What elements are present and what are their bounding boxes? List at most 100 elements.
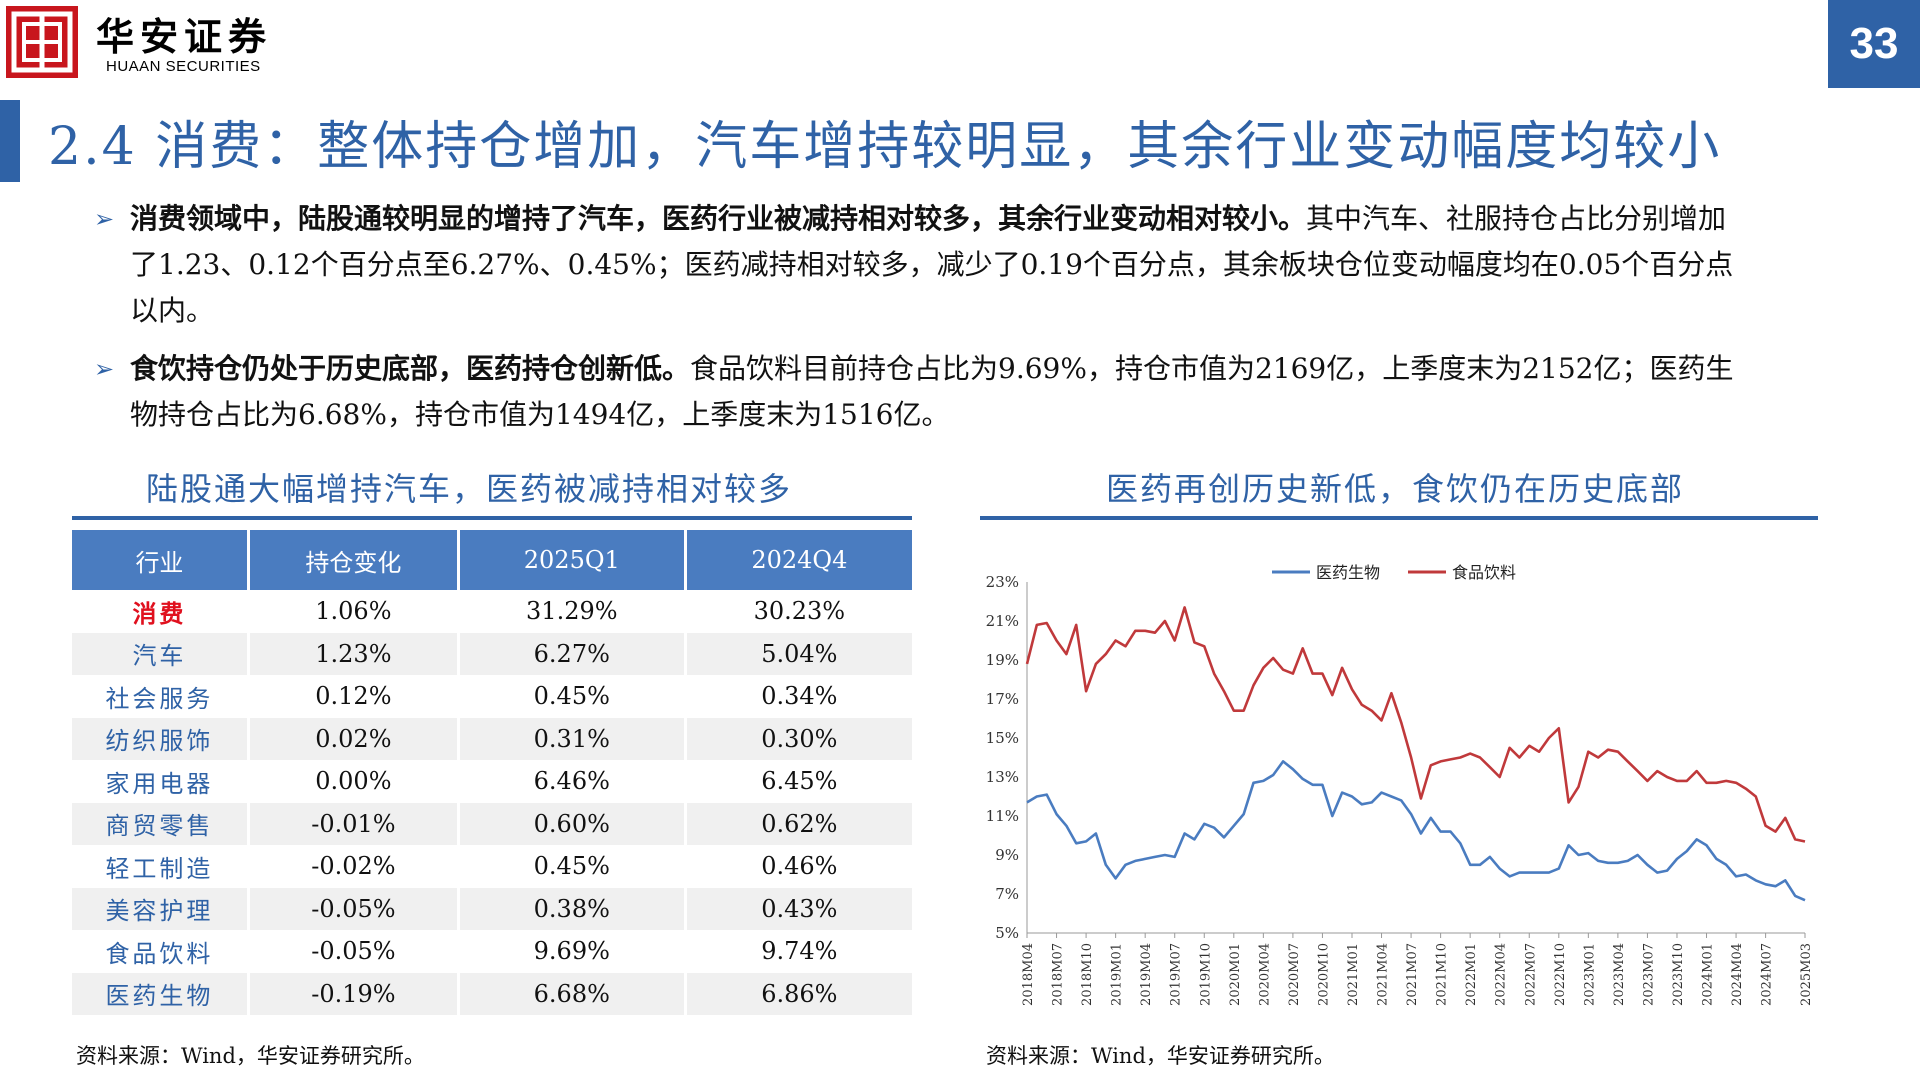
y-tick-label: 19% xyxy=(986,651,1019,669)
change-cell: 0.00% xyxy=(248,760,460,803)
x-tick-label: 2023M07 xyxy=(1641,943,1656,1006)
industry-cell: 医药生物 xyxy=(72,972,250,1015)
x-tick-label: 2021M10 xyxy=(1435,943,1450,1006)
company-logo xyxy=(6,6,78,78)
table-header-cell: 2024Q4 xyxy=(685,530,912,590)
x-tick-label: 2019M01 xyxy=(1110,943,1125,1006)
bullet-text: 食品饮料目前持仓占比为9.69%，持仓市值为2169亿，上季度末为2152亿；医… xyxy=(130,352,1734,431)
x-tick-label: 2021M04 xyxy=(1376,943,1391,1006)
table-header-cell: 2025Q1 xyxy=(458,530,687,590)
table-row: 汽车 1.23% 6.27% 5.04% xyxy=(72,632,912,675)
q4-cell: 0.30% xyxy=(685,717,912,760)
x-tick-label: 2019M10 xyxy=(1198,943,1213,1006)
chart-section-divider xyxy=(980,516,1818,520)
y-tick-label: 9% xyxy=(995,846,1019,864)
x-tick-label: 2018M04 xyxy=(1021,943,1036,1006)
change-cell: 1.06% xyxy=(248,590,460,633)
x-tick-label: 2022M10 xyxy=(1553,943,1568,1006)
chart-source-note: 资料来源：Wind，华安证券研究所。 xyxy=(986,1044,1335,1068)
holdings-table: 行业 持仓变化 2025Q1 2024Q4 消费 1.06% 31.29% 30… xyxy=(72,530,912,1015)
q4-cell: 9.74% xyxy=(761,937,838,966)
q4-cell: 5.04% xyxy=(685,632,912,675)
table-header-cell: 持仓变化 xyxy=(248,530,460,590)
industry-cell: 社会服务 xyxy=(72,675,250,718)
table-row: 家用电器 0.00% 6.46% 6.45% xyxy=(72,760,912,803)
brand-name-cn: 华安证券 xyxy=(96,14,273,59)
table-section-divider xyxy=(72,516,912,520)
brand-name-en: HUAAN SECURITIES xyxy=(106,58,261,75)
holding-line-chart: 23% 21% 19% 17% 15% 13% 11% 9% 7% 5%2018M04 2018M0… xyxy=(986,563,1814,1006)
q1-cell: 6.68% xyxy=(458,972,687,1015)
x-tick-label: 2018M10 xyxy=(1080,943,1095,1006)
y-tick-label: 17% xyxy=(986,690,1019,708)
q4-cell: 0.62% xyxy=(685,802,912,845)
q1-cell: 6.46% xyxy=(458,760,687,803)
change-cell: -0.02% xyxy=(248,845,460,888)
q4-cell: 0.46% xyxy=(761,852,838,881)
x-tick-label: 2019M04 xyxy=(1139,943,1154,1006)
q4-cell: 0.34% xyxy=(761,682,838,711)
change-cell: 0.12% xyxy=(248,675,460,718)
bullet-list: ➢ 消费领域中，陆股通较明显的增持了汽车，医药行业被减持相对较多，其余行业变动相… xyxy=(94,196,1754,450)
industry-cell: 纺织服饰 xyxy=(72,717,250,760)
title-accent-bar xyxy=(0,100,20,182)
y-tick-label: 11% xyxy=(986,807,1019,825)
x-tick-label: 2022M07 xyxy=(1523,943,1538,1006)
bullet-bold-text: 食饮持仓仍处于历史底部，医药持仓创新低。 xyxy=(130,352,691,385)
y-tick-label: 5% xyxy=(995,924,1019,942)
bullet-arrow-icon: ➢ xyxy=(94,355,115,383)
series-line-食品饮料 xyxy=(1025,606,1806,843)
x-tick-label: 2023M01 xyxy=(1582,943,1597,1006)
table-row: 医药生物 -0.19% 6.68% 6.86% xyxy=(72,972,912,1015)
q4-cell: 6.45% xyxy=(761,767,838,796)
change-cell: 0.02% xyxy=(248,717,460,760)
change-cell: -0.05% xyxy=(248,887,460,930)
q1-cell: 0.45% xyxy=(458,845,687,888)
industry-cell: 商贸零售 xyxy=(72,802,250,845)
y-tick-label: 23% xyxy=(986,573,1019,591)
x-tick-label: 2021M01 xyxy=(1346,943,1361,1006)
industry-cell: 美容护理 xyxy=(72,887,250,930)
bullet-bold-text: 消费领域中，陆股通较明显的增持了汽车，医药行业被减持相对较多，其余行业变动相对较… xyxy=(130,202,1307,235)
y-tick-label: 7% xyxy=(995,885,1019,903)
x-tick-label: 2023M10 xyxy=(1671,943,1686,1006)
bullet-item: ➢ 食饮持仓仍处于历史底部，医药持仓创新低。食品饮料目前持仓占比为9.69%，持… xyxy=(94,346,1754,438)
industry-cell: 消费 xyxy=(72,590,250,633)
q1-cell: 31.29% xyxy=(458,590,687,633)
x-tick-label: 2018M07 xyxy=(1051,943,1066,1006)
bullet-item: ➢ 消费领域中，陆股通较明显的增持了汽车，医药行业被减持相对较多，其余行业变动相… xyxy=(94,196,1754,334)
x-tick-label: 2024M04 xyxy=(1730,943,1745,1006)
q1-cell: 9.69% xyxy=(458,930,687,973)
bullet-arrow-icon: ➢ xyxy=(94,205,115,233)
change-cell: -0.01% xyxy=(248,802,460,845)
industry-cell: 轻工制造 xyxy=(72,845,250,888)
legend-label: 医药生物 xyxy=(1316,563,1380,582)
q1-cell: 0.38% xyxy=(458,887,687,930)
change-cell: -0.19% xyxy=(248,972,460,1015)
x-tick-label: 2023M04 xyxy=(1612,943,1627,1006)
x-tick-label: 2020M10 xyxy=(1316,943,1331,1006)
x-tick-label: 2022M04 xyxy=(1494,943,1509,1006)
x-tick-label: 2020M07 xyxy=(1287,943,1302,1006)
x-tick-label: 2019M07 xyxy=(1169,943,1184,1006)
q4-cell: 0.43% xyxy=(685,887,912,930)
x-tick-label: 2022M01 xyxy=(1464,943,1479,1006)
x-tick-label: 2024M07 xyxy=(1760,943,1775,1006)
q1-cell: 6.27% xyxy=(458,632,687,675)
x-tick-label: 2025M03 xyxy=(1799,943,1814,1006)
change-cell: -0.05% xyxy=(248,930,460,973)
x-tick-label: 2024M01 xyxy=(1701,943,1716,1006)
x-tick-label: 2020M04 xyxy=(1257,943,1272,1006)
table-header-row: 行业 持仓变化 2025Q1 2024Q4 xyxy=(72,530,912,590)
page-number: 33 xyxy=(1828,0,1920,88)
y-tick-label: 13% xyxy=(986,768,1019,786)
q1-cell: 0.60% xyxy=(458,802,687,845)
table-row: 食品饮料 -0.05% 9.69% 9.74% xyxy=(72,930,912,973)
legend-label: 食品饮料 xyxy=(1452,563,1516,582)
q1-cell: 0.45% xyxy=(458,675,687,718)
table-row: 纺织服饰 0.02% 0.31% 0.30% xyxy=(72,717,912,760)
table-row: 消费 1.06% 31.29% 30.23% xyxy=(72,590,912,633)
series-line-医药生物 xyxy=(1026,760,1806,902)
y-tick-label: 15% xyxy=(986,729,1019,747)
q1-cell: 0.31% xyxy=(458,717,687,760)
